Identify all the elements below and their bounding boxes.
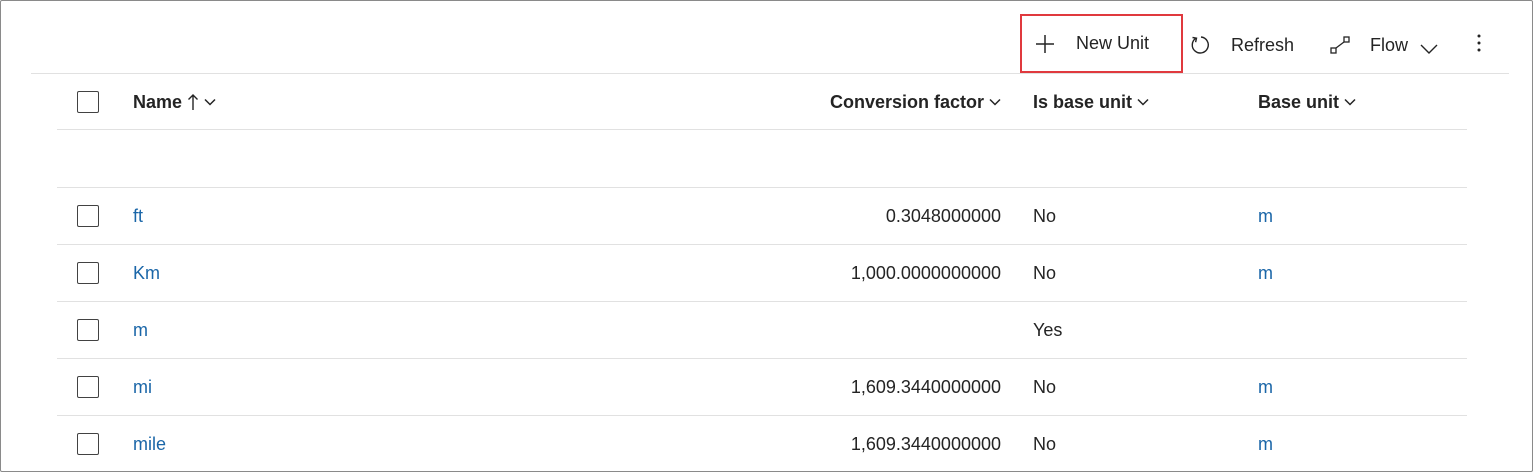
- is-base-unit-value: No: [1033, 434, 1057, 454]
- sort-ascending-icon: [188, 94, 199, 110]
- toolbar-divider: [31, 73, 1509, 74]
- chevron-down-icon: [989, 98, 1001, 106]
- chevron-down-icon: [1420, 39, 1438, 54]
- conversion-factor-value: 1,609.3440000000: [850, 377, 1001, 397]
- row-checkbox[interactable]: [77, 205, 99, 227]
- conversion-factor-value: 1,609.3440000000: [850, 434, 1001, 454]
- flow-button[interactable]: Flow: [1329, 19, 1438, 71]
- flow-label: Flow: [1370, 34, 1409, 55]
- unit-name-link[interactable]: m: [133, 320, 148, 340]
- more-commands-button[interactable]: [1469, 19, 1489, 71]
- chevron-down-icon: [1137, 98, 1149, 106]
- more-vertical-icon: [1477, 34, 1481, 57]
- base-unit-link[interactable]: m: [1258, 434, 1273, 454]
- column-header-base-unit[interactable]: Base unit: [1258, 74, 1356, 130]
- refresh-label: Refresh: [1231, 34, 1295, 55]
- refresh-button[interactable]: Refresh: [1189, 19, 1294, 71]
- grid-header: Name Conversion factor Is base unit Base…: [57, 74, 1467, 130]
- plus-icon: [1034, 33, 1056, 55]
- empty-row: [57, 131, 1467, 188]
- chevron-down-icon: [1344, 98, 1356, 106]
- unit-name-link[interactable]: Km: [133, 263, 160, 283]
- row-checkbox[interactable]: [77, 262, 99, 284]
- is-base-unit-value: Yes: [1033, 320, 1063, 340]
- table-row[interactable]: mile 1,609.3440000000 No m: [57, 416, 1467, 471]
- conversion-factor-value: 1,000.0000000000: [850, 263, 1001, 283]
- refresh-icon: [1189, 34, 1211, 56]
- row-checkbox[interactable]: [77, 319, 99, 341]
- chevron-down-icon: [204, 98, 216, 106]
- table-row[interactable]: Km 1,000.0000000000 No m: [57, 245, 1467, 302]
- unit-name-link[interactable]: mi: [133, 377, 152, 397]
- base-unit-link[interactable]: m: [1258, 263, 1273, 283]
- row-checkbox[interactable]: [77, 376, 99, 398]
- new-unit-button[interactable]: New Unit: [1020, 14, 1183, 73]
- flow-icon: [1329, 34, 1351, 56]
- column-header-conversion-factor[interactable]: Conversion factor: [830, 74, 1001, 130]
- column-header-name[interactable]: Name: [133, 74, 216, 130]
- is-base-unit-value: No: [1033, 206, 1057, 226]
- table-row[interactable]: mi 1,609.3440000000 No m: [57, 359, 1467, 416]
- select-all-checkbox[interactable]: [77, 91, 99, 113]
- is-base-unit-value: No: [1033, 377, 1057, 397]
- unit-name-link[interactable]: ft: [133, 206, 144, 226]
- is-base-unit-value: No: [1033, 263, 1057, 283]
- conversion-factor-value: 0.3048000000: [885, 206, 1001, 226]
- table-row[interactable]: ft 0.3048000000 No m: [57, 188, 1467, 245]
- column-header-is-base-unit[interactable]: Is base unit: [1033, 74, 1149, 130]
- table-row[interactable]: m Yes: [57, 302, 1467, 359]
- base-unit-link[interactable]: m: [1258, 377, 1273, 397]
- row-checkbox[interactable]: [77, 433, 99, 455]
- unit-name-link[interactable]: mile: [133, 434, 167, 454]
- base-unit-link[interactable]: m: [1258, 206, 1273, 226]
- new-unit-label: New Unit: [1076, 33, 1150, 53]
